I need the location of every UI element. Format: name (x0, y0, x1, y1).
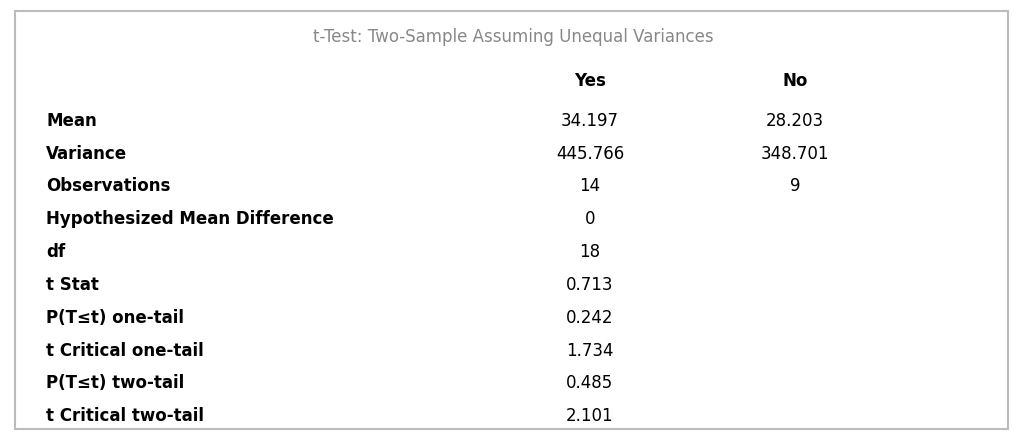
Text: Mean: Mean (46, 112, 96, 130)
Text: Yes: Yes (574, 72, 606, 90)
Text: 0.242: 0.242 (566, 309, 614, 327)
Text: P(T≤t) one-tail: P(T≤t) one-tail (46, 309, 185, 327)
Text: 0.713: 0.713 (566, 276, 614, 294)
Text: Observations: Observations (46, 177, 170, 195)
Text: 9: 9 (790, 177, 800, 195)
Text: 2.101: 2.101 (566, 407, 614, 425)
Text: 34.197: 34.197 (561, 112, 619, 130)
Text: No: No (783, 72, 807, 90)
Text: t Critical one-tail: t Critical one-tail (46, 342, 204, 360)
Text: t Stat: t Stat (46, 276, 100, 294)
Text: Hypothesized Mean Difference: Hypothesized Mean Difference (46, 210, 333, 228)
Text: 18: 18 (580, 243, 600, 261)
Text: 1.734: 1.734 (566, 342, 614, 360)
Text: 28.203: 28.203 (766, 112, 824, 130)
Text: 348.701: 348.701 (761, 145, 829, 162)
Text: t-Test: Two-Sample Assuming Unequal Variances: t-Test: Two-Sample Assuming Unequal Vari… (313, 28, 713, 46)
FancyBboxPatch shape (15, 11, 1008, 429)
Text: P(T≤t) two-tail: P(T≤t) two-tail (46, 374, 185, 392)
Text: 14: 14 (580, 177, 600, 195)
Text: 445.766: 445.766 (556, 145, 624, 162)
Text: 0: 0 (585, 210, 595, 228)
Text: 0.485: 0.485 (566, 374, 614, 392)
Text: df: df (46, 243, 66, 261)
Text: t Critical two-tail: t Critical two-tail (46, 407, 204, 425)
Text: Variance: Variance (46, 145, 127, 162)
